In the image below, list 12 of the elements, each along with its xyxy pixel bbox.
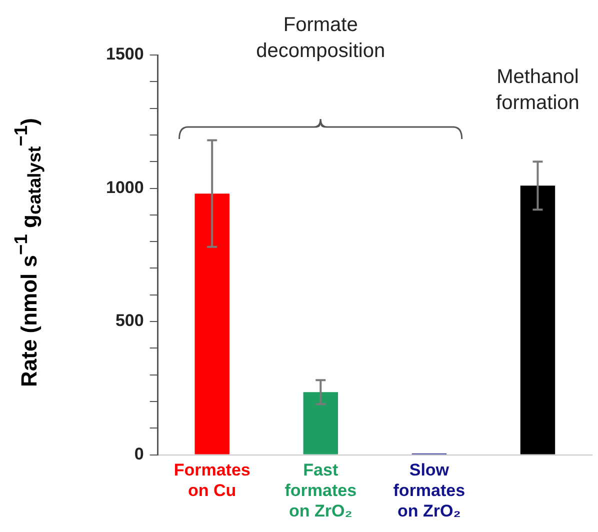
y-tick-label: 500: [115, 311, 144, 330]
bar: [520, 186, 556, 454]
y-tick-label: 1500: [106, 44, 144, 64]
annotation: Formate decomposition: [255, 13, 386, 64]
x-tick-label: Formates on Cu: [174, 460, 250, 500]
x-tick-label: Fast formates on ZrO₂: [284, 460, 357, 520]
y-tick-label: 1000: [106, 178, 144, 197]
x-tick-label: Slow formates on ZrO₂: [393, 460, 466, 520]
bar: [194, 194, 230, 454]
y-tick-label: 0: [134, 444, 144, 464]
bar: [303, 392, 338, 454]
annotation: Methanol formation: [495, 65, 580, 116]
